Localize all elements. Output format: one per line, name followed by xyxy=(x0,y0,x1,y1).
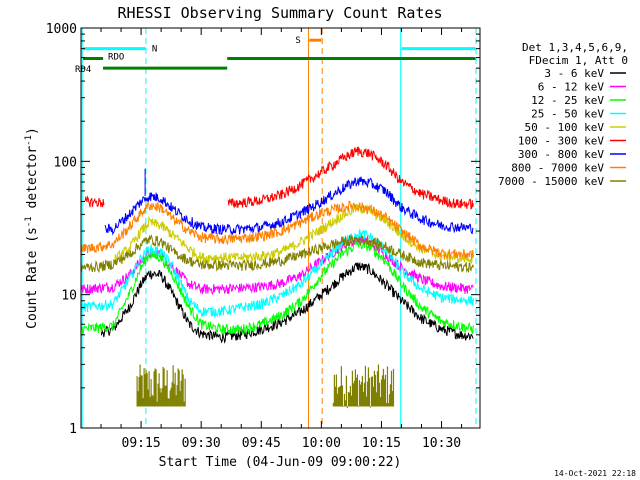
series-line xyxy=(84,146,474,210)
chart-title: RHESSI Observing Summary Count Rates xyxy=(117,4,442,22)
series-line xyxy=(80,233,474,274)
state-bar-label: RDO xyxy=(108,53,124,63)
series-line xyxy=(100,261,474,344)
series-line xyxy=(80,238,474,336)
state-bar-label: RD4 xyxy=(75,65,91,75)
generation-timestamp: 14-Oct-2021 22:18 xyxy=(554,469,636,478)
y-tick-label: 1000 xyxy=(46,22,77,37)
x-tick-label: 09:45 xyxy=(242,436,281,451)
plot-frame xyxy=(80,27,481,429)
axis-ticks: 09:15 09:30 09:45 10:00 10:15 10:30 1 10 100 1000 xyxy=(46,22,480,451)
x-tick-label: 09:30 xyxy=(182,436,221,451)
legend-label: 12 - 25 keV xyxy=(531,94,604,107)
x-tick-label: 10:15 xyxy=(362,436,401,451)
state-bar-label: N xyxy=(152,45,157,55)
series-line xyxy=(104,176,474,236)
series-lines xyxy=(80,146,474,344)
state-bars: N RDO RD4 S xyxy=(75,36,476,409)
legend-label: 7000 - 15000 keV xyxy=(498,175,604,188)
plot-border xyxy=(80,27,481,429)
legend: Det 1,3,4,5,6,9,FDecim 1, Att 03 - 6 keV… xyxy=(498,41,628,188)
legend-label: 50 - 100 keV xyxy=(525,121,605,134)
legend-label: 6 - 12 keV xyxy=(538,81,605,94)
x-tick-label: 10:00 xyxy=(302,436,341,451)
x-tick-label: 09:15 xyxy=(122,436,161,451)
legend-header: Det 1,3,4,5,6,9, xyxy=(522,41,628,54)
legend-label: 800 - 7000 keV xyxy=(511,162,604,175)
flare-burst xyxy=(136,364,186,407)
series-line xyxy=(80,200,474,261)
legend-label: 100 - 300 keV xyxy=(518,135,604,148)
y-tick-label: 10 xyxy=(61,289,77,304)
state-bar-label: S xyxy=(295,36,300,46)
series-line xyxy=(80,229,474,318)
y-axis-label: Count Rate (s-1 detector-1) xyxy=(24,127,40,329)
flare-burst xyxy=(332,364,395,409)
legend-label: 3 - 6 keV xyxy=(544,67,604,80)
y-tick-label: 100 xyxy=(54,155,77,170)
y-tick-label: 1 xyxy=(69,422,77,437)
legend-label: 300 - 800 keV xyxy=(518,148,604,161)
x-tick-label: 10:30 xyxy=(422,436,461,451)
legend-label: 25 - 50 keV xyxy=(531,108,604,121)
legend-header: FDecim 1, Att 0 xyxy=(529,54,628,67)
x-axis-label: Start Time (04-Jun-09 09:00:22) xyxy=(159,455,402,470)
